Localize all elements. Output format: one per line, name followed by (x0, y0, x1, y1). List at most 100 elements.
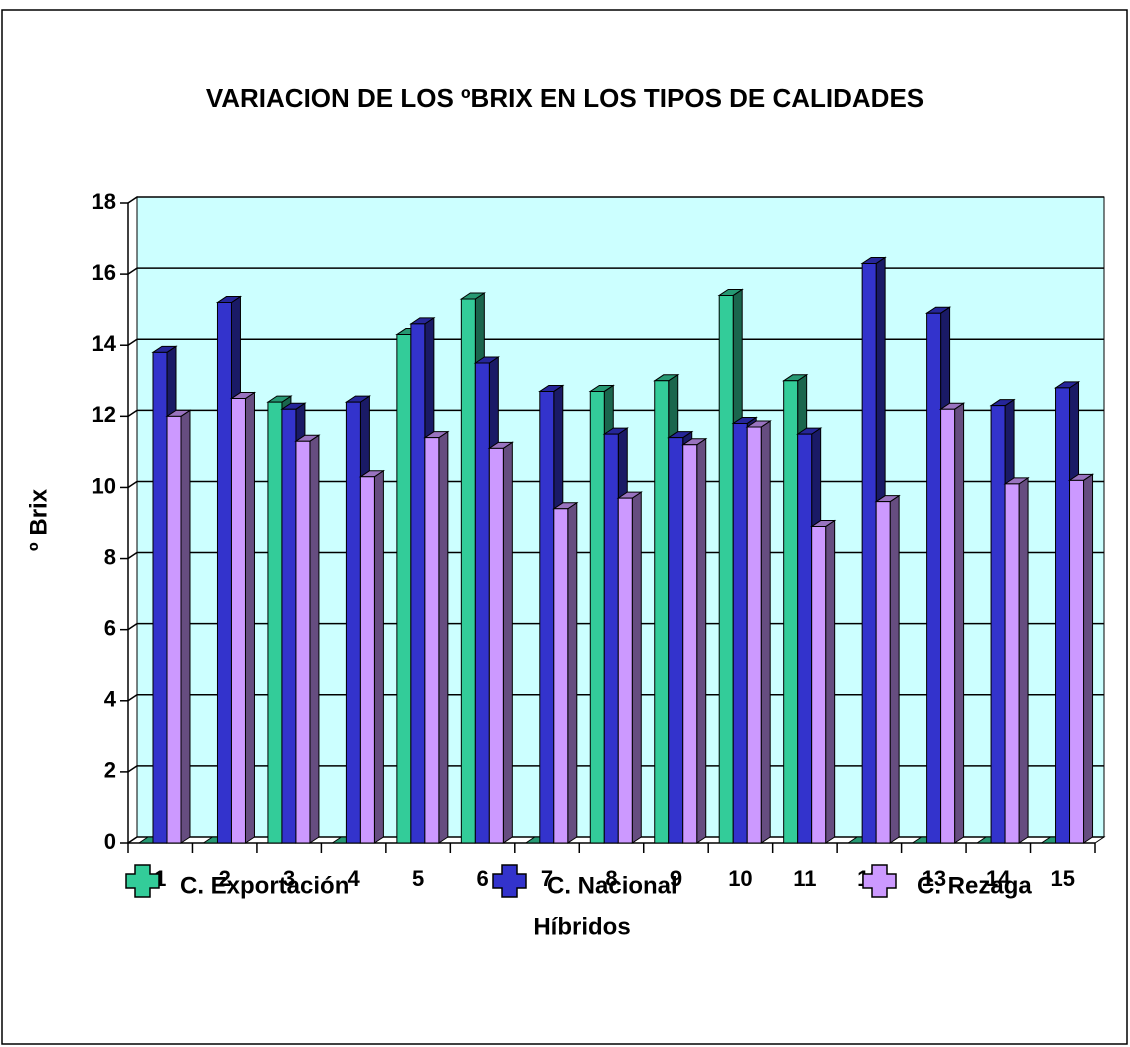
bar-face (718, 294, 734, 844)
x-tick-label: 9 (670, 866, 682, 891)
bar-face (230, 398, 246, 844)
bar-face (438, 430, 449, 844)
x-tick-label: 8 (605, 866, 617, 891)
bar-face (244, 391, 255, 844)
legend-swatch (125, 864, 160, 898)
bar-face (682, 444, 698, 844)
grid-line (127, 196, 1104, 204)
y-tick-label: 4 (104, 687, 117, 712)
y-tick-label: 8 (104, 544, 116, 569)
bar-face (345, 401, 361, 844)
grid-line (127, 551, 1104, 560)
x-tick-label: 11 (793, 866, 816, 891)
bar-face (216, 302, 232, 844)
bar-face (309, 434, 320, 844)
bar-face (152, 351, 168, 844)
bar-face (825, 519, 836, 844)
bar-face (1069, 479, 1085, 844)
side-wall (127, 196, 138, 844)
bar-face (603, 433, 619, 844)
y-tick-label: 6 (104, 615, 116, 640)
bar-face (502, 441, 513, 844)
bar-face (875, 501, 891, 844)
y-tick-label: 14 (92, 331, 117, 356)
bar (1067, 473, 1095, 844)
bar-face (180, 409, 191, 844)
bar-face (424, 437, 440, 844)
bar (810, 519, 837, 844)
x-tick-label: 10 (728, 866, 752, 891)
x-tick-label: 4 (348, 866, 361, 891)
bar-face (1004, 483, 1020, 844)
bar (681, 437, 708, 844)
bar-face (166, 415, 182, 844)
legend-label: C. Nacional (547, 872, 678, 899)
x-tick-label: 14 (986, 866, 1011, 891)
bar-face (1055, 387, 1071, 844)
grid-line (127, 694, 1104, 702)
x-tick-label: 2 (219, 866, 231, 891)
bar-face (373, 469, 384, 844)
legend-swatch (862, 864, 897, 898)
bar (616, 491, 643, 844)
bar-face (889, 494, 900, 844)
grid-line (127, 267, 1104, 275)
bar (423, 430, 450, 844)
legend-label: C. Exportación (180, 872, 349, 899)
bar-face (539, 390, 555, 844)
bar-face (631, 491, 642, 844)
bar-face (281, 408, 297, 844)
bar-face (474, 362, 490, 844)
x-tick-label: 13 (922, 866, 946, 891)
x-tick-label: 6 (476, 866, 488, 891)
bar-face (267, 401, 283, 844)
bar-face (861, 262, 877, 844)
chart-title: VARIACION DE LOS ºBRIX EN LOS TIPOS DE C… (206, 83, 924, 113)
bar-face (488, 447, 504, 844)
y-tick-label: 18 (92, 189, 116, 214)
bar-face (732, 422, 748, 844)
bar (874, 494, 901, 844)
bar (552, 501, 579, 844)
y-tick-label: 2 (104, 758, 116, 783)
bar (745, 420, 772, 844)
y-tick-label: 16 (92, 260, 116, 285)
bar-face (760, 420, 771, 844)
bar-face (668, 437, 684, 844)
bar-face (396, 334, 412, 844)
x-tick-label: 3 (283, 866, 295, 891)
bar-face (654, 380, 670, 844)
bar (294, 434, 321, 844)
x-tick-label: 5 (412, 866, 424, 891)
grid-line (127, 836, 1104, 844)
bar-face (797, 433, 813, 844)
legend-label: C. Rezaga (917, 872, 1032, 899)
bar-face (617, 497, 633, 844)
grid-line (127, 338, 1104, 346)
x-tick-label: 7 (541, 866, 553, 891)
bar-face (460, 298, 476, 844)
bar-face (589, 390, 605, 844)
bar-face (567, 501, 578, 844)
y-tick-label: 10 (92, 473, 116, 498)
grid-line (127, 765, 1104, 773)
bar-face (553, 508, 569, 844)
bar-face (359, 476, 375, 844)
grid-line (127, 409, 1104, 417)
y-tick-label: 0 (104, 829, 116, 854)
x-tick-label: 15 (1051, 866, 1075, 891)
legend-swatch (492, 864, 527, 898)
bar (229, 391, 257, 844)
bar-face (746, 426, 762, 844)
bar-face (990, 405, 1006, 844)
bar-face (926, 312, 942, 844)
bar-face (811, 526, 827, 844)
y-tick-label: 12 (92, 402, 116, 427)
bar-face (783, 380, 799, 844)
x-axis-label: Híbridos (533, 913, 630, 940)
bar-face (410, 323, 426, 844)
bar-face (1018, 476, 1029, 844)
grid-line (127, 622, 1104, 631)
bar (487, 441, 514, 844)
